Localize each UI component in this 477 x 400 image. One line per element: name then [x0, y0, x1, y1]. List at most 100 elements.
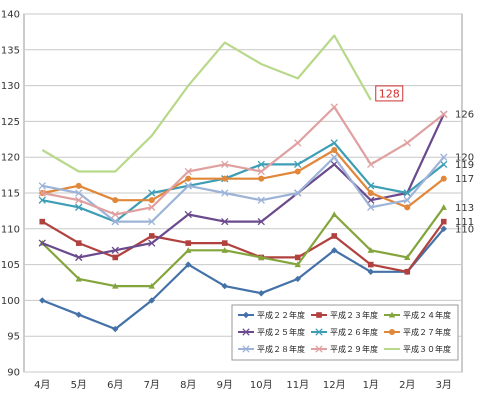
point [294, 261, 301, 268]
point [242, 328, 250, 336]
point [330, 103, 338, 111]
x-tick-label: 3月 [436, 379, 452, 391]
point [440, 218, 447, 225]
legend-item: 平成２９年度 [311, 344, 378, 354]
series-line [42, 156, 445, 223]
point [38, 189, 46, 197]
point [440, 175, 447, 182]
point [148, 297, 155, 304]
series-9 [41, 34, 372, 173]
point [112, 197, 119, 204]
point [403, 139, 411, 147]
y-tick-label: 105 [1, 260, 20, 271]
y-tick-label: 100 [1, 296, 20, 307]
x-tick-label: 9月 [217, 379, 233, 391]
point [185, 240, 192, 246]
legend-item: 平成２２年度 [238, 310, 305, 320]
point [294, 160, 302, 169]
point [404, 268, 411, 275]
point [367, 261, 374, 268]
x-tick-label: 12月 [323, 379, 346, 391]
x-tick-label: 11月 [286, 379, 309, 391]
point [315, 345, 323, 353]
legend-item: 平成３０年度 [384, 344, 451, 354]
legend-item: 平成２８年度 [238, 344, 305, 354]
point [75, 203, 83, 211]
point [185, 175, 192, 182]
point [111, 246, 119, 254]
end-data-label: 126 [455, 110, 474, 121]
callout-box: 128 [375, 85, 404, 102]
point [294, 254, 301, 261]
point [148, 203, 156, 211]
point [367, 247, 374, 253]
callout-label: 128 [379, 87, 400, 100]
point [39, 218, 46, 225]
point [440, 153, 448, 161]
y-tick-label: 95 [7, 332, 20, 343]
end-data-label: 111 [455, 217, 474, 228]
point [75, 311, 82, 318]
point [257, 160, 265, 169]
point [221, 175, 228, 182]
point [294, 189, 302, 197]
point [148, 233, 155, 239]
end-data-label: 117 [455, 174, 474, 185]
legend-label: 平成３０年度 [403, 344, 451, 354]
y-tick-label: 115 [1, 189, 20, 200]
point [440, 110, 448, 118]
end-data-label: 110 [455, 224, 474, 235]
y-tick-label: 90 [7, 368, 20, 379]
point [184, 182, 192, 190]
point [184, 167, 192, 176]
series-8 [38, 103, 448, 219]
point [316, 312, 322, 318]
point [294, 168, 301, 175]
point [39, 297, 46, 304]
point [112, 325, 119, 333]
series-line [41, 113, 445, 259]
x-tick-label: 6月 [107, 379, 123, 391]
x-tick-label: 1月 [363, 379, 379, 391]
point [185, 247, 192, 253]
point [185, 261, 192, 268]
legend-item: 平成２３年度 [311, 310, 378, 320]
point [367, 196, 375, 204]
legend-label: 平成２７年度 [403, 327, 451, 337]
point [331, 233, 338, 239]
point [148, 282, 155, 289]
legend-label: 平成２９年度 [330, 344, 378, 354]
point [112, 282, 119, 289]
point [367, 203, 375, 211]
legend-item: 平成２５年度 [238, 327, 305, 337]
point [221, 189, 229, 197]
x-tick-label: 8月 [180, 379, 196, 391]
point [148, 197, 155, 204]
series-line [41, 34, 372, 173]
point [257, 217, 265, 226]
point [148, 189, 156, 197]
point [440, 160, 448, 169]
point [403, 189, 411, 197]
point [38, 239, 46, 247]
legend-item: 平成２４年度 [384, 310, 451, 320]
point [388, 311, 396, 318]
point [221, 240, 228, 246]
y-tick-label: 135 [1, 45, 20, 56]
point [242, 345, 250, 353]
point [112, 254, 119, 261]
point [367, 160, 375, 169]
point [75, 240, 82, 246]
end-data-label: 120 [455, 153, 474, 164]
point [294, 139, 302, 147]
point [404, 254, 411, 260]
point [404, 204, 411, 211]
x-tick-label: 7月 [144, 379, 160, 391]
x-tick-label: 4月 [34, 379, 50, 391]
legend-label: 平成２４年度 [403, 310, 451, 320]
series-line [41, 228, 445, 331]
point [294, 275, 301, 283]
point [367, 190, 374, 196]
